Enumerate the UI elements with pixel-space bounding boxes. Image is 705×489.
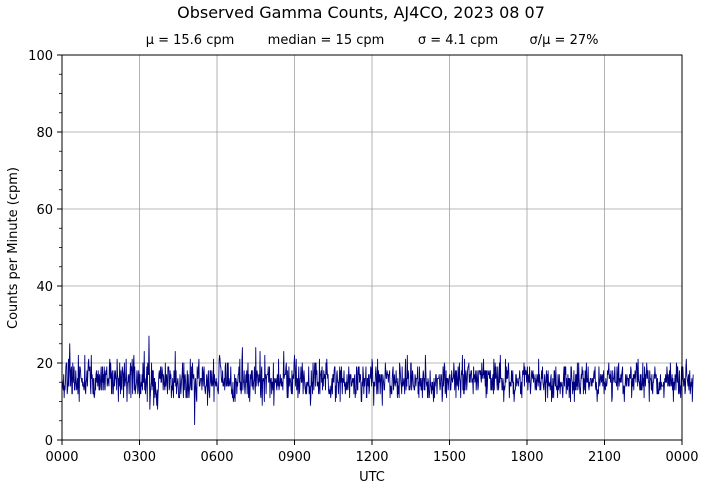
y-tick-label: 100 bbox=[28, 49, 53, 64]
x-tick-label: 1800 bbox=[510, 450, 543, 465]
y-tick-label: 0 bbox=[45, 434, 53, 449]
x-tick-label: 0600 bbox=[200, 450, 233, 465]
y-tick-label: 20 bbox=[36, 357, 53, 372]
x-tick-label: 0000 bbox=[665, 450, 698, 465]
y-axis-label: Counts per Minute (cpm) bbox=[6, 167, 21, 329]
axis-ticks: 0000 0300 0600 0900 1200 1500 1800 2100 00000204… bbox=[28, 49, 698, 465]
x-tick-label: 1500 bbox=[433, 450, 466, 465]
x-tick-label: 0000 bbox=[45, 450, 78, 465]
series-line bbox=[61, 335, 694, 426]
stat-sigma: σ = 4.1 cpm bbox=[418, 33, 498, 48]
x-tick-label: 1200 bbox=[355, 450, 388, 465]
x-axis-label: UTC bbox=[359, 470, 385, 485]
x-tick-label: 0300 bbox=[123, 450, 156, 465]
stat-mean: μ = 15.6 cpm bbox=[146, 33, 235, 48]
y-tick-label: 40 bbox=[36, 280, 53, 295]
y-tick-label: 80 bbox=[36, 126, 53, 141]
x-tick-label: 2100 bbox=[588, 450, 621, 465]
plot-series bbox=[61, 335, 694, 426]
stat-ratio: σ/μ = 27% bbox=[530, 33, 599, 48]
chart-title: Observed Gamma Counts, AJ4CO, 2023 08 07 bbox=[177, 3, 545, 22]
x-tick-label: 0900 bbox=[278, 450, 311, 465]
grid bbox=[62, 55, 682, 440]
y-tick-label: 60 bbox=[36, 203, 53, 218]
stat-median: median = 15 cpm bbox=[268, 33, 385, 48]
